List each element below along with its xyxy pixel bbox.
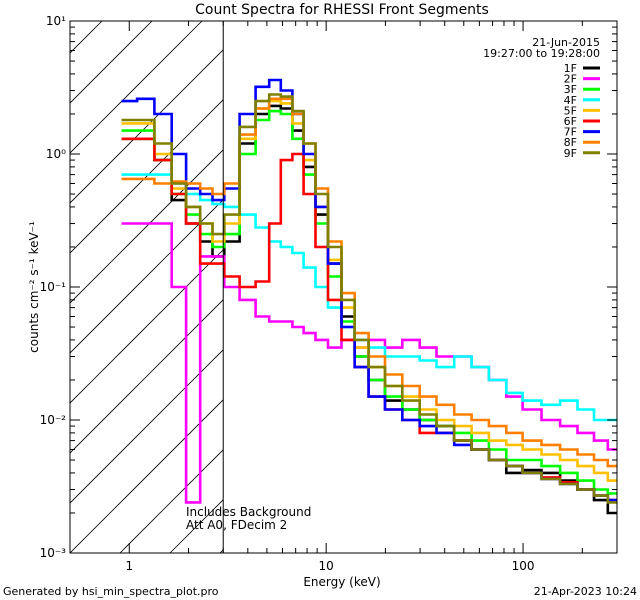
y-tick-label: 10⁻² <box>40 413 67 427</box>
hatch-line <box>219 549 224 553</box>
legend-label-9F: 9F <box>564 147 577 160</box>
y-axis-ticks: 10⁻³ 10⁻² 10⁻¹ 10⁰ 10¹ <box>40 14 617 560</box>
hatch-line <box>70 21 153 104</box>
hatch-line <box>0 0 30 553</box>
hatch-line <box>119 449 224 553</box>
chart-title: Count Spectra for RHESSI Front Segments <box>195 2 489 18</box>
hatch-line <box>70 299 224 454</box>
hatched-excluded-region <box>0 0 224 553</box>
attenuator-note: Att A0, FDecim 2 <box>186 518 287 532</box>
legend-label-7F: 7F <box>564 126 577 139</box>
y-tick-label: 10¹ <box>46 14 66 28</box>
time-range-label: 19:27:00 to 19:28:00 <box>483 47 600 60</box>
x-axis-ticks: 1 10 100 <box>125 21 618 573</box>
series-line-2F <box>121 222 617 504</box>
y-axis-label: counts cm⁻² s⁻¹ keV⁻¹ <box>27 221 41 353</box>
date-label: 21-Jun-2015 <box>532 36 600 49</box>
hatch-line <box>70 21 203 154</box>
y-tick-label: 10⁻³ <box>40 546 67 560</box>
x-axis-label: Energy (keV) <box>303 575 380 589</box>
legend-label-2F: 2F <box>564 73 577 86</box>
legend-label-1F: 1F <box>564 62 577 75</box>
series-line-5F <box>121 99 617 482</box>
x-tick-label: 10 <box>319 559 334 573</box>
legend-label-8F: 8F <box>564 136 577 149</box>
series-line-8F <box>121 97 617 468</box>
x-tick-label: 100 <box>512 559 535 573</box>
hatch-line <box>70 349 224 504</box>
series-lines <box>121 78 617 515</box>
x-tick-label: 1 <box>125 559 133 573</box>
hatch-line <box>70 149 224 304</box>
background-note: Includes Background <box>186 505 311 519</box>
series-line-3F <box>121 109 617 495</box>
y-tick-label: 10⁰ <box>46 147 66 161</box>
legend-label-5F: 5F <box>564 104 577 117</box>
series-line-4F <box>121 173 617 422</box>
hatch-line <box>70 399 224 553</box>
hatch-line <box>70 49 224 204</box>
hatch-line <box>70 199 224 354</box>
legend-label-3F: 3F <box>564 83 577 96</box>
y-tick-label: 10⁻¹ <box>40 280 67 294</box>
hatch-line <box>70 21 103 54</box>
series-line-1F <box>121 104 617 515</box>
footer-generator: Generated by hsi_min_spectra_plot.pro <box>3 585 219 598</box>
footer-timestamp: 21-Apr-2023 10:24 <box>534 585 637 598</box>
series-line-9F <box>121 93 617 504</box>
legend-label-6F: 6F <box>564 115 577 128</box>
series-line-7F <box>121 78 617 502</box>
legend-label-4F: 4F <box>564 94 577 107</box>
